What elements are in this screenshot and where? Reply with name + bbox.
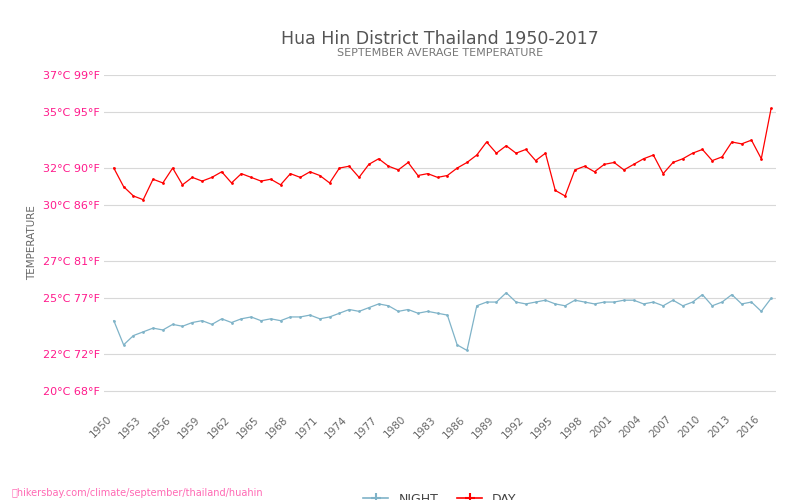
Y-axis label: TEMPERATURE: TEMPERATURE	[27, 205, 37, 280]
Text: SEPTEMBER AVERAGE TEMPERATURE: SEPTEMBER AVERAGE TEMPERATURE	[337, 48, 543, 58]
Text: 📍hikersbay.com/climate/september/thailand/huahin: 📍hikersbay.com/climate/september/thailan…	[12, 488, 264, 498]
Title: Hua Hin District Thailand 1950-2017: Hua Hin District Thailand 1950-2017	[281, 30, 599, 48]
Legend: NIGHT, DAY: NIGHT, DAY	[358, 488, 522, 500]
